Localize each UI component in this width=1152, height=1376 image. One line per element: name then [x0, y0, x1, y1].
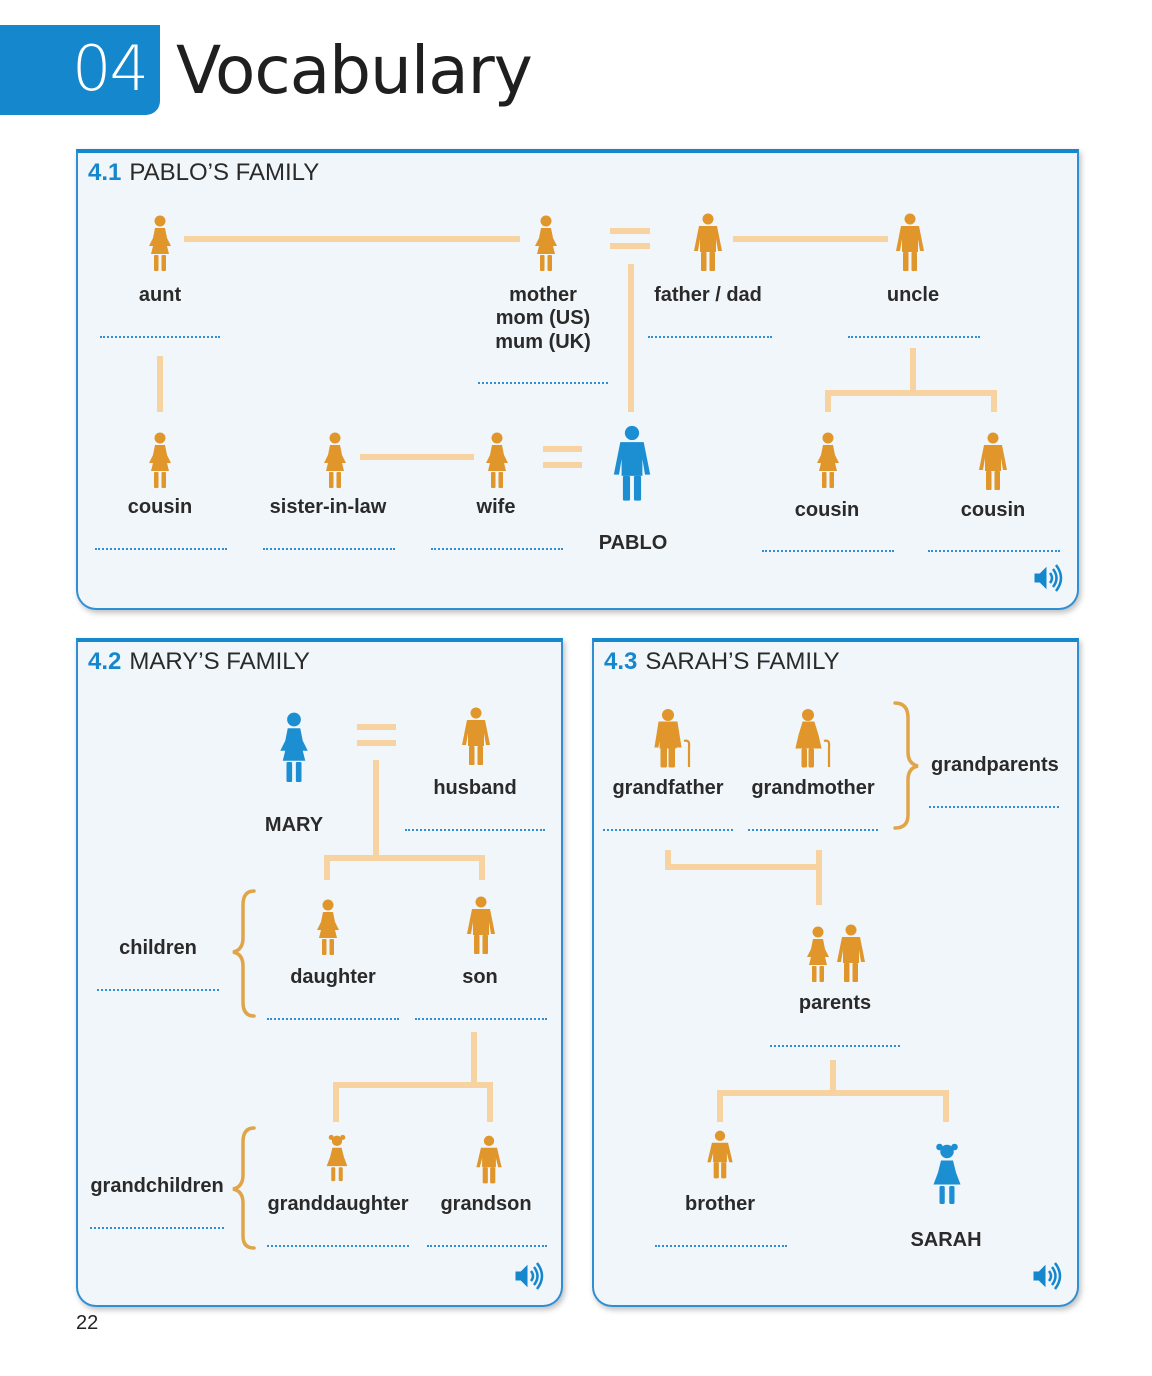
man-icon [837, 924, 865, 982]
grandmother-icon [794, 708, 831, 769]
section-heading: 4.2 MARY’S FAMILY [88, 648, 310, 676]
label-cousin: cousin [960, 499, 1026, 521]
label-mom-us: mom (US) [495, 307, 591, 329]
connector-line [825, 390, 997, 412]
connector-line [333, 1082, 493, 1122]
section-heading: 4.1 PABLO’S FAMILY [88, 159, 319, 187]
answer-blank[interactable] [603, 829, 733, 831]
answer-blank[interactable] [648, 336, 772, 338]
boy-icon [707, 1130, 733, 1179]
answer-blank[interactable] [405, 829, 545, 831]
section-number: 4.1 [88, 159, 122, 186]
label-grandparents: grandparents [931, 754, 1059, 776]
section-title: MARY’S FAMILY [129, 648, 310, 675]
answer-blank[interactable] [415, 1018, 547, 1020]
woman-icon [807, 926, 829, 982]
brace-icon [232, 889, 256, 1018]
label-father: father / dad [654, 284, 762, 306]
label-children: children [119, 937, 197, 959]
sarah-icon [933, 1143, 961, 1204]
answer-blank[interactable] [267, 1018, 399, 1020]
label-grandchildren: grandchildren [90, 1175, 224, 1197]
answer-blank[interactable] [770, 1045, 900, 1047]
section-number: 4.2 [88, 648, 122, 675]
answer-blank[interactable] [748, 829, 878, 831]
answer-blank[interactable] [478, 382, 608, 384]
section-heading: 4.3 SARAH’S FAMILY [604, 648, 840, 676]
answer-blank[interactable] [431, 548, 563, 550]
connector-line [324, 855, 485, 880]
answer-blank[interactable] [267, 1245, 409, 1247]
label-granddaughter: granddaughter [267, 1193, 409, 1215]
label-cousin: cousin [127, 496, 193, 518]
label-pablo: PABLO [598, 532, 668, 554]
label-sarah: SARAH [910, 1229, 982, 1251]
label-uncle: uncle [886, 284, 940, 306]
label-husband: husband [433, 777, 517, 799]
answer-blank[interactable] [427, 1245, 547, 1247]
answer-blank[interactable] [655, 1245, 787, 1247]
brace-icon [232, 1126, 256, 1250]
label-mary: MARY [264, 814, 324, 836]
label-grandfather: grandfather [612, 777, 724, 799]
answer-blank[interactable] [762, 550, 894, 552]
answer-blank[interactable] [928, 550, 1060, 552]
speaker-icon [1032, 1261, 1062, 1291]
answer-blank[interactable] [929, 806, 1059, 808]
answer-blank[interactable] [263, 548, 395, 550]
label-sister-in-law: sister-in-law [269, 496, 387, 518]
label-mum-uk: mum (UK) [495, 331, 591, 353]
section-number: 4.3 [604, 648, 638, 675]
label-mother: mother [509, 284, 577, 306]
label-wife: wife [476, 496, 516, 518]
label-parents: parents [798, 992, 872, 1014]
grandfather-icon [653, 708, 691, 769]
label-son: son [462, 966, 498, 988]
answer-blank[interactable] [848, 336, 980, 338]
connector-line [665, 850, 820, 870]
label-grandmother: grandmother [751, 777, 875, 799]
section-title: SARAH’S FAMILY [645, 648, 840, 675]
label-grandson: grandson [440, 1193, 532, 1215]
connector-line [717, 1090, 949, 1122]
label-aunt: aunt [138, 284, 182, 306]
label-cousin: cousin [794, 499, 860, 521]
section-title: PABLO’S FAMILY [129, 159, 320, 186]
chapter-number: 04 [72, 32, 149, 105]
chapter-tab [0, 25, 160, 115]
answer-blank[interactable] [97, 989, 219, 991]
label-brother: brother [685, 1193, 755, 1215]
label-daughter: daughter [290, 966, 376, 988]
answer-blank[interactable] [100, 336, 220, 338]
page-number: 22 [76, 1312, 99, 1334]
chapter-title: Vocabulary [176, 32, 533, 109]
brace-icon [893, 701, 919, 830]
answer-blank[interactable] [90, 1227, 224, 1229]
answer-blank[interactable] [95, 548, 227, 550]
